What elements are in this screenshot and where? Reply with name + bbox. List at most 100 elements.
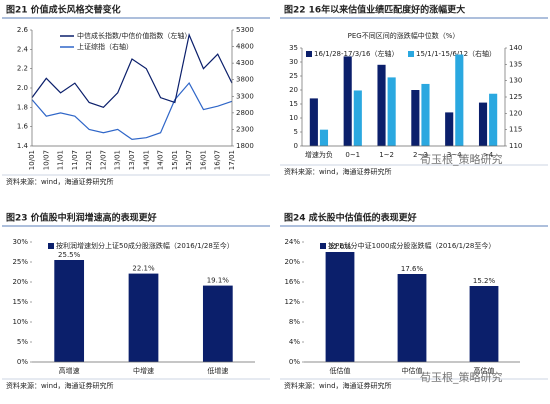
bar	[387, 77, 396, 146]
source: 资料来源：wind，海通证券研究所	[6, 381, 114, 390]
y-tick-label: 1.6	[17, 123, 29, 131]
bar	[309, 98, 318, 146]
x-tick-label: 1~2	[379, 151, 394, 159]
y-tick-label: 10%	[12, 318, 28, 326]
y-tick-label: 0%	[17, 358, 28, 366]
value-label: 15.2%	[473, 277, 496, 285]
x-tick-label: 3~4	[447, 151, 462, 159]
x-tick-label: 10/01	[28, 150, 36, 170]
chart-title: 图24 成长股中估值低的表现更好	[284, 212, 417, 224]
y-tick-label: 5	[294, 128, 298, 136]
value-label: 22.0%	[329, 243, 352, 251]
y-tick-label: 20%	[12, 278, 28, 286]
y-tick-label: 30%	[12, 238, 28, 246]
legend-label: 16/1/28-17/3/16（左轴）	[314, 49, 399, 58]
x-tick-label: 14/01	[142, 150, 150, 170]
x-tick-label: 14/07	[157, 150, 165, 170]
bar	[54, 260, 85, 362]
legend-swatch	[408, 51, 414, 57]
bar	[397, 274, 427, 362]
chart-title: 图22 16年以来估值业绩匹配度好的涨幅更大	[284, 4, 465, 16]
x-tick-label: >4	[483, 151, 494, 159]
y-tick-label: 12%	[284, 298, 300, 306]
chart-title: 图23 价值股中利润增速高的表现更好	[6, 212, 157, 224]
y-tick-label: 10	[289, 114, 298, 122]
y2-tick-label: 3800	[236, 76, 254, 84]
bar	[445, 112, 454, 146]
x-tick-label: 低增速	[207, 366, 228, 375]
bar	[377, 64, 386, 146]
bar	[343, 56, 352, 146]
x-tick-label: 增速为负	[305, 150, 333, 159]
x-tick-label: 11/01	[57, 150, 65, 170]
bar	[489, 93, 498, 146]
y2-tick-label: 4800	[236, 43, 254, 51]
y-tick-label: 15	[289, 100, 298, 108]
bar	[411, 90, 420, 146]
bar	[421, 83, 430, 146]
legend-swatch	[320, 243, 326, 249]
y-tick-label: 35	[289, 44, 298, 52]
y-tick-label: 1.4	[17, 142, 29, 150]
x-tick-label: 中增速	[133, 366, 154, 375]
x-tick-label: 17/01	[228, 150, 236, 170]
bar	[202, 285, 233, 362]
x-tick-label: 13/01	[114, 150, 122, 170]
y-tick-label: 30	[289, 58, 298, 66]
x-tick-label: 15/01	[171, 150, 179, 170]
x-tick-label: 0~1	[345, 151, 360, 159]
y2-tick-label: 110	[509, 142, 522, 150]
bar	[469, 286, 499, 362]
y-tick-label: 0%	[289, 358, 300, 366]
legend-label: 中信成长指数/中信价值指数（左轴）	[77, 31, 191, 40]
source: 资料来源：wind，海通证券研究所	[284, 381, 392, 390]
subtitle: PEG不同区间的涨跌幅中位数（%）	[348, 31, 460, 40]
watermark: 荀玉根_策略研究	[420, 152, 503, 166]
value-label: 19.1%	[207, 277, 230, 285]
bar	[319, 129, 329, 146]
y-tick-label: 25%	[12, 258, 28, 266]
y2-tick-label: 5300	[236, 26, 254, 34]
legend-swatch	[306, 51, 312, 57]
x-tick-label: 12/07	[99, 150, 107, 170]
y2-tick-label: 4300	[236, 59, 254, 67]
legend-label: 15/1/1-15/6/12（右轴）	[416, 49, 496, 58]
x-tick-label: 13/07	[128, 150, 136, 170]
y2-tick-label: 2800	[236, 109, 254, 117]
bar	[128, 273, 159, 362]
y-tick-label: 25	[289, 72, 298, 80]
bar	[325, 252, 355, 362]
legend-label: 上证综指（右轴）	[77, 42, 133, 51]
y2-tick-label: 125	[509, 93, 522, 101]
y-tick-label: 20%	[284, 258, 300, 266]
bar	[455, 54, 464, 146]
y2-tick-label: 120	[509, 109, 522, 117]
y-tick-label: 8%	[289, 318, 300, 326]
y2-tick-label: 140	[509, 44, 522, 52]
x-tick-label: 16/01	[199, 150, 207, 170]
line-series	[31, 32, 233, 109]
source: 资料来源：wind，海通证券研究所	[6, 177, 114, 186]
x-tick-label: 高增速	[59, 366, 80, 375]
bar	[478, 102, 488, 146]
x-tick-label: 11/07	[71, 150, 79, 170]
chart-title: 图21 价值成长风格交替变化	[6, 4, 121, 16]
y-tick-label: 2.0	[17, 84, 28, 92]
value-label: 17.6%	[401, 265, 424, 273]
x-tick-label: 10/07	[42, 150, 50, 170]
legend-label: 按利润增速划分上证50成分股涨跌幅（2016/1/28至今）	[56, 241, 234, 250]
y-tick-label: 5%	[17, 338, 28, 346]
value-label: 25.5%	[58, 251, 81, 259]
x-tick-label: 15/07	[185, 150, 193, 170]
y-tick-label: 0	[294, 142, 298, 150]
y2-tick-label: 2300	[236, 125, 254, 133]
y-tick-label: 2.6	[17, 26, 29, 34]
y2-tick-label: 130	[509, 77, 522, 85]
y2-tick-label: 115	[509, 126, 522, 134]
x-tick-label: 低估值	[330, 366, 351, 375]
y-tick-label: 15%	[12, 298, 28, 306]
y-tick-label: 16%	[284, 278, 300, 286]
y2-tick-label: 3300	[236, 92, 254, 100]
x-tick-label: 中估值	[402, 366, 423, 375]
